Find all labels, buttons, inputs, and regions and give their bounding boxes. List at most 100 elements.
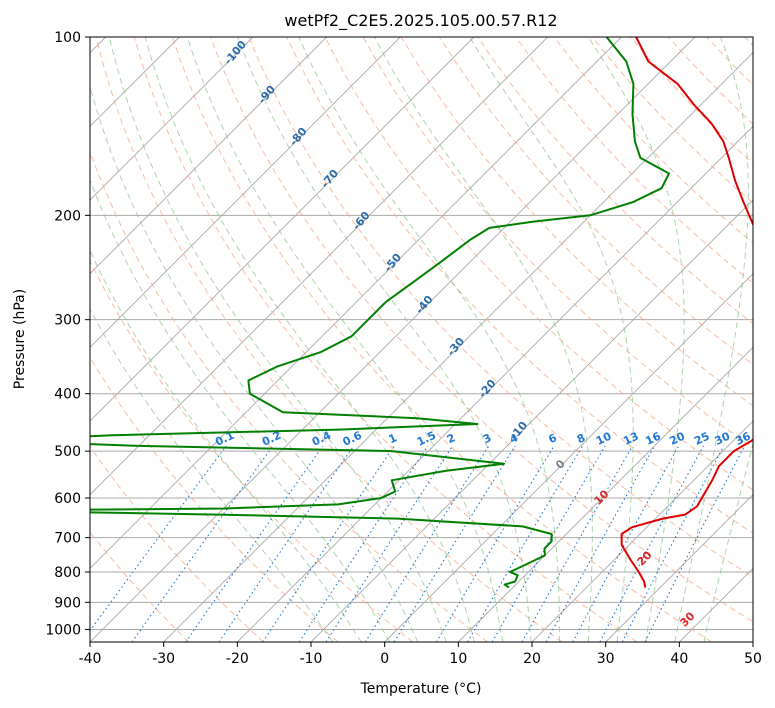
moist-adiabat-line [237, 37, 532, 642]
x-tick-label: 0 [380, 651, 389, 667]
dry-adiabat-line [286, 37, 753, 534]
y-tick-label: 800 [54, 565, 81, 581]
isotherm-line [605, 494, 753, 642]
moist-adiabat-label: -90 [255, 83, 278, 107]
mixing-ratio-line [393, 445, 516, 642]
plot-frame [89, 36, 754, 643]
moist-adiabat-label: -40 [413, 293, 436, 317]
dry-adiabat-line [438, 37, 753, 366]
isotherm-line [90, 37, 254, 201]
dry-adiabat-line [744, 37, 753, 47]
y-tick-label: 600 [54, 491, 81, 507]
dry-adiabat-line [133, 37, 638, 642]
moist-adiabat-line [469, 37, 634, 642]
dry-adiabat-line [171, 37, 712, 642]
moist-adiabat-line [374, 37, 593, 642]
moist-adiabat-line [108, 37, 447, 642]
isotherm-line [384, 273, 753, 642]
mixing-ratio-label: 25 [692, 430, 711, 448]
isotherm-line [458, 346, 753, 642]
mixing-ratio-line [572, 445, 680, 642]
mixing-ratio-line [90, 445, 227, 632]
dry-adiabat-line [90, 531, 190, 642]
dry-adiabat-line [706, 37, 753, 86]
y-tick-label: 500 [54, 444, 81, 460]
y-tick-label: 200 [54, 208, 81, 224]
isotherm-line [752, 641, 753, 642]
moist-adiabat-line [674, 37, 749, 642]
mixing-ratio-label: 8 [575, 431, 587, 446]
mixing-ratio-line [545, 445, 656, 642]
dry-adiabat-line [210, 37, 753, 623]
isotherm-line [90, 37, 327, 275]
dry-adiabat-label: 10 [592, 487, 612, 507]
isotherm-line [531, 420, 753, 642]
y-tick-label: 400 [54, 387, 81, 403]
moist-adiabat-line [298, 37, 561, 642]
moist-adiabat-label: -30 [444, 335, 467, 359]
mixing-ratio-line [435, 445, 555, 642]
y-tick-label: 900 [54, 595, 81, 611]
isotherm-line [90, 37, 696, 642]
x-tick-label: -40 [79, 651, 102, 667]
plot-area: 0.1 0.2 0.4 0.6 1 1.5 2 3 4 6 8 10 13 16 20 25 30 36-100-… [90, 37, 753, 642]
mixing-ratio-line [218, 445, 355, 642]
x-tick-label: 10 [449, 651, 467, 667]
mixing-ratio-label: 1.5 [415, 429, 438, 449]
dewpoint-profile-line [90, 37, 670, 589]
mixing-ratio-label: 16 [643, 429, 663, 447]
moist-adiabat-label: -60 [350, 209, 373, 233]
x-tick-label: 30 [597, 651, 615, 667]
mixing-ratio-line [131, 445, 274, 642]
moist-adiabat-line [186, 37, 504, 642]
x-axis-label: Temperature (°C) [360, 681, 482, 697]
dry-adiabat-line [515, 37, 753, 284]
moist-adiabat-line [90, 249, 362, 642]
moist-adiabat-label: -50 [381, 251, 404, 275]
zero-label: 0 [553, 457, 568, 472]
mixing-ratio-line [491, 445, 606, 642]
dry-adiabat-line [324, 37, 753, 491]
chart-title: wetPf2_C2E5.2025.105.00.57.R12 [284, 11, 557, 31]
moist-adiabat-line [587, 37, 685, 642]
mixing-ratio-label: 6 [546, 431, 559, 446]
dry-adiabat-line [90, 150, 488, 642]
dry-adiabat-line [248, 37, 753, 578]
y-tick-label: 100 [54, 30, 81, 46]
isotherm-line [90, 37, 475, 422]
mixing-ratio-line [262, 445, 395, 642]
y-tick-label: 700 [54, 531, 81, 547]
y-tick-label: 300 [54, 313, 81, 329]
mixing-ratio-line [325, 445, 454, 642]
moist-adiabat-line [90, 178, 391, 642]
x-tick-label: 50 [744, 651, 762, 667]
x-tick-label: 40 [670, 651, 688, 667]
moist-adiabat-line [90, 308, 334, 642]
mixing-ratio-label: 1 [387, 431, 399, 446]
moist-adiabat-label: -80 [287, 125, 310, 149]
mixing-ratio-label: 13 [621, 430, 640, 448]
mixing-ratio-label: 10 [594, 429, 614, 447]
mixing-ratio-label: 20 [668, 429, 688, 447]
mixing-ratio-label: 0.6 [341, 429, 364, 449]
mixing-ratio-line [364, 445, 490, 642]
mixing-ratio-line [467, 445, 584, 642]
mixing-ratio-label: 30 [713, 429, 733, 447]
isotherm-line [163, 52, 753, 642]
isotherm-line [90, 37, 622, 569]
moist-adiabat-line [90, 84, 419, 642]
temperature-profile-line [620, 37, 753, 588]
dry-adiabat-line [90, 259, 414, 642]
moist-adiabat-label: -70 [318, 167, 341, 191]
dry-adiabat-line [553, 37, 753, 244]
isotherm-line [90, 37, 548, 496]
x-tick-label: 20 [523, 651, 541, 667]
mixing-ratio-line [298, 445, 429, 642]
moist-adiabat-label: -100 [221, 38, 249, 68]
dry-adiabat-line [90, 356, 339, 642]
dry-adiabat-line [95, 37, 563, 642]
isotherm-line [90, 37, 401, 348]
moist-adiabat-line [703, 441, 753, 642]
